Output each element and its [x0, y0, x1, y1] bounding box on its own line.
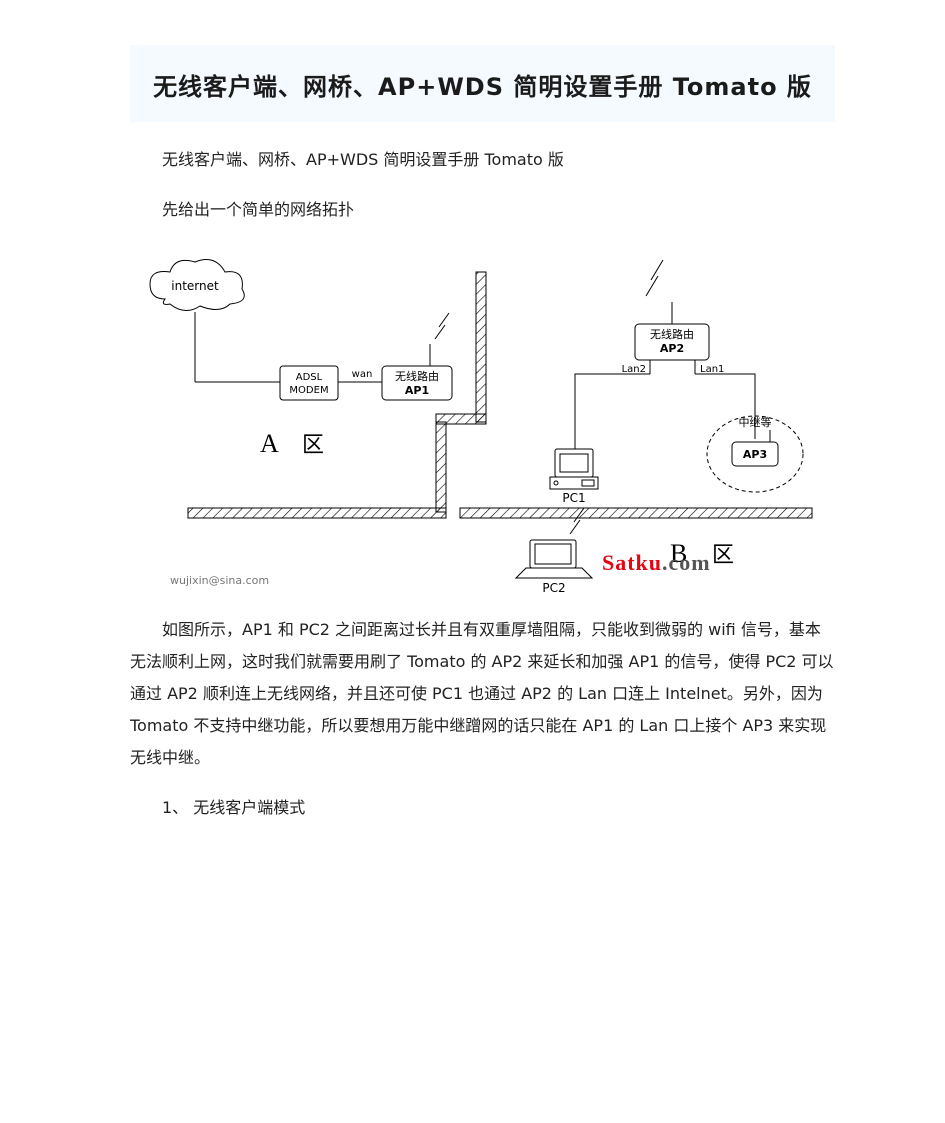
diagram-svg: internet ADSL MODEM wan 无线路由 AP1	[130, 244, 820, 594]
network-topology-diagram: internet ADSL MODEM wan 无线路由 AP1	[130, 244, 820, 594]
pc1-label: PC1	[562, 491, 585, 505]
ap2-router-icon: 无线路由 AP2 Lan2 Lan1	[575, 260, 755, 449]
ap3-top-label: 中继等	[739, 415, 772, 429]
ap2-signal-icon	[646, 260, 663, 296]
svg-text:A: A	[260, 429, 279, 458]
section-1-heading: 1、 无线客户端模式	[130, 792, 835, 824]
modem-label-1: ADSL	[296, 372, 323, 383]
ap2-label-1: 无线路由	[650, 327, 694, 341]
ap3-label: AP3	[743, 448, 767, 461]
internet-label: internet	[171, 279, 219, 293]
pc2-label: PC2	[542, 581, 565, 594]
pc2-laptop-icon: PC2	[516, 508, 592, 594]
internet-cloud-icon: internet	[150, 260, 280, 382]
title-banner: 无线客户端、网桥、AP+WDS 简明设置手册 Tomato 版	[130, 45, 835, 122]
adsl-modem-icon: ADSL MODEM wan	[280, 366, 382, 400]
svg-text:区: 区	[712, 542, 734, 567]
modem-label-2: MODEM	[289, 385, 328, 396]
lead-in-line: 先给出一个简单的网络拓扑	[130, 194, 835, 226]
svg-text:区: 区	[302, 432, 324, 457]
ap1-label-2: AP1	[405, 384, 429, 397]
ap1-router-icon: 无线路由 AP1	[382, 313, 452, 400]
ap2-lan1-label: Lan1	[700, 364, 724, 375]
diagram-footer-email: wujixin@sina.com	[170, 574, 269, 587]
page-title: 无线客户端、网桥、AP+WDS 简明设置手册 Tomato 版	[140, 67, 825, 102]
ap1-signal-icon	[435, 313, 449, 339]
ap2-lan2-label: Lan2	[622, 364, 646, 375]
ap3-repeater-icon: 中继等 AP3	[707, 415, 803, 492]
svg-text:B: B	[670, 539, 687, 568]
body-paragraph-1: 如图所示，AP1 和 PC2 之间距离过长并且有双重厚墙阻隔，只能收到微弱的 w…	[130, 614, 835, 774]
ap1-label-1: 无线路由	[395, 369, 439, 383]
pc1-desktop-icon: PC1	[550, 449, 598, 505]
ap1-wan-label: wan	[352, 369, 373, 380]
zone-b-label: B 区	[670, 539, 734, 568]
subtitle-line: 无线客户端、网桥、AP+WDS 简明设置手册 Tomato 版	[130, 144, 835, 176]
zone-a-label: A 区	[260, 429, 324, 458]
ap2-label-2: AP2	[660, 342, 684, 355]
document-page: 无线客户端、网桥、AP+WDS 简明设置手册 Tomato 版 无线客户端、网桥…	[0, 0, 945, 902]
